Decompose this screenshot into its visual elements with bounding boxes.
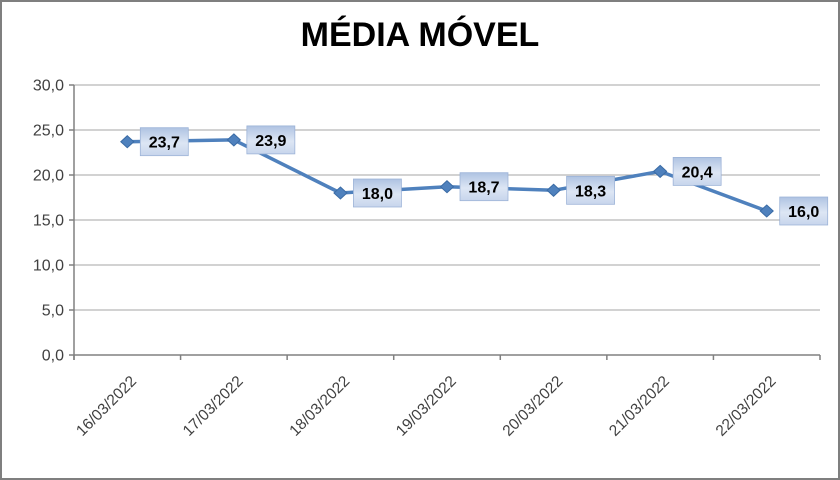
x-axis-label: 16/03/2022 [73,373,140,440]
data-point-marker [759,204,774,218]
data-point-marker [226,133,242,147]
data-point-marker [120,135,135,149]
chart-title: MÉDIA MÓVEL [300,16,540,54]
data-point-marker [439,180,455,194]
data-point-marker [333,186,348,200]
data-label: 23,7 [149,135,180,152]
x-axis-label: 22/03/2022 [713,373,780,440]
x-axis-label: 17/03/2022 [180,373,247,440]
y-axis-label: 5,0 [42,303,64,320]
y-axis-label: 20,0 [33,168,64,185]
data-label: 20,4 [682,164,713,181]
data-label: 18,3 [575,183,606,200]
y-axis-label: 30,0 [33,78,64,95]
data-label-box [139,127,189,157]
data-label-box [566,175,615,205]
x-axis-label: 19/03/2022 [393,373,460,440]
data-label: 23,9 [255,133,286,150]
data-label-box [353,178,402,208]
data-label-box [672,157,722,186]
y-axis-label: 0,0 [42,348,64,365]
data-point-marker [546,183,561,197]
data-label-box [459,172,509,202]
x-axis-label: 20/03/2022 [500,373,567,440]
data-point-marker [652,164,668,179]
y-axis-label: 15,0 [33,213,64,230]
data-label: 16,0 [788,204,819,221]
data-label-box [246,125,296,155]
data-label: 18,7 [468,180,499,197]
y-axis-label: 25,0 [33,123,64,140]
y-axis-label: 10,0 [33,258,64,275]
plot-area: 0,0 5,0 10,0 15,0 20,0 25,0 30,0 16/03/2022 17/0… [33,78,829,440]
data-label: 18,0 [362,186,393,203]
x-axis-label: 18/03/2022 [286,373,353,440]
x-axis-label: 21/03/2022 [606,373,673,440]
data-label-box [779,196,829,226]
